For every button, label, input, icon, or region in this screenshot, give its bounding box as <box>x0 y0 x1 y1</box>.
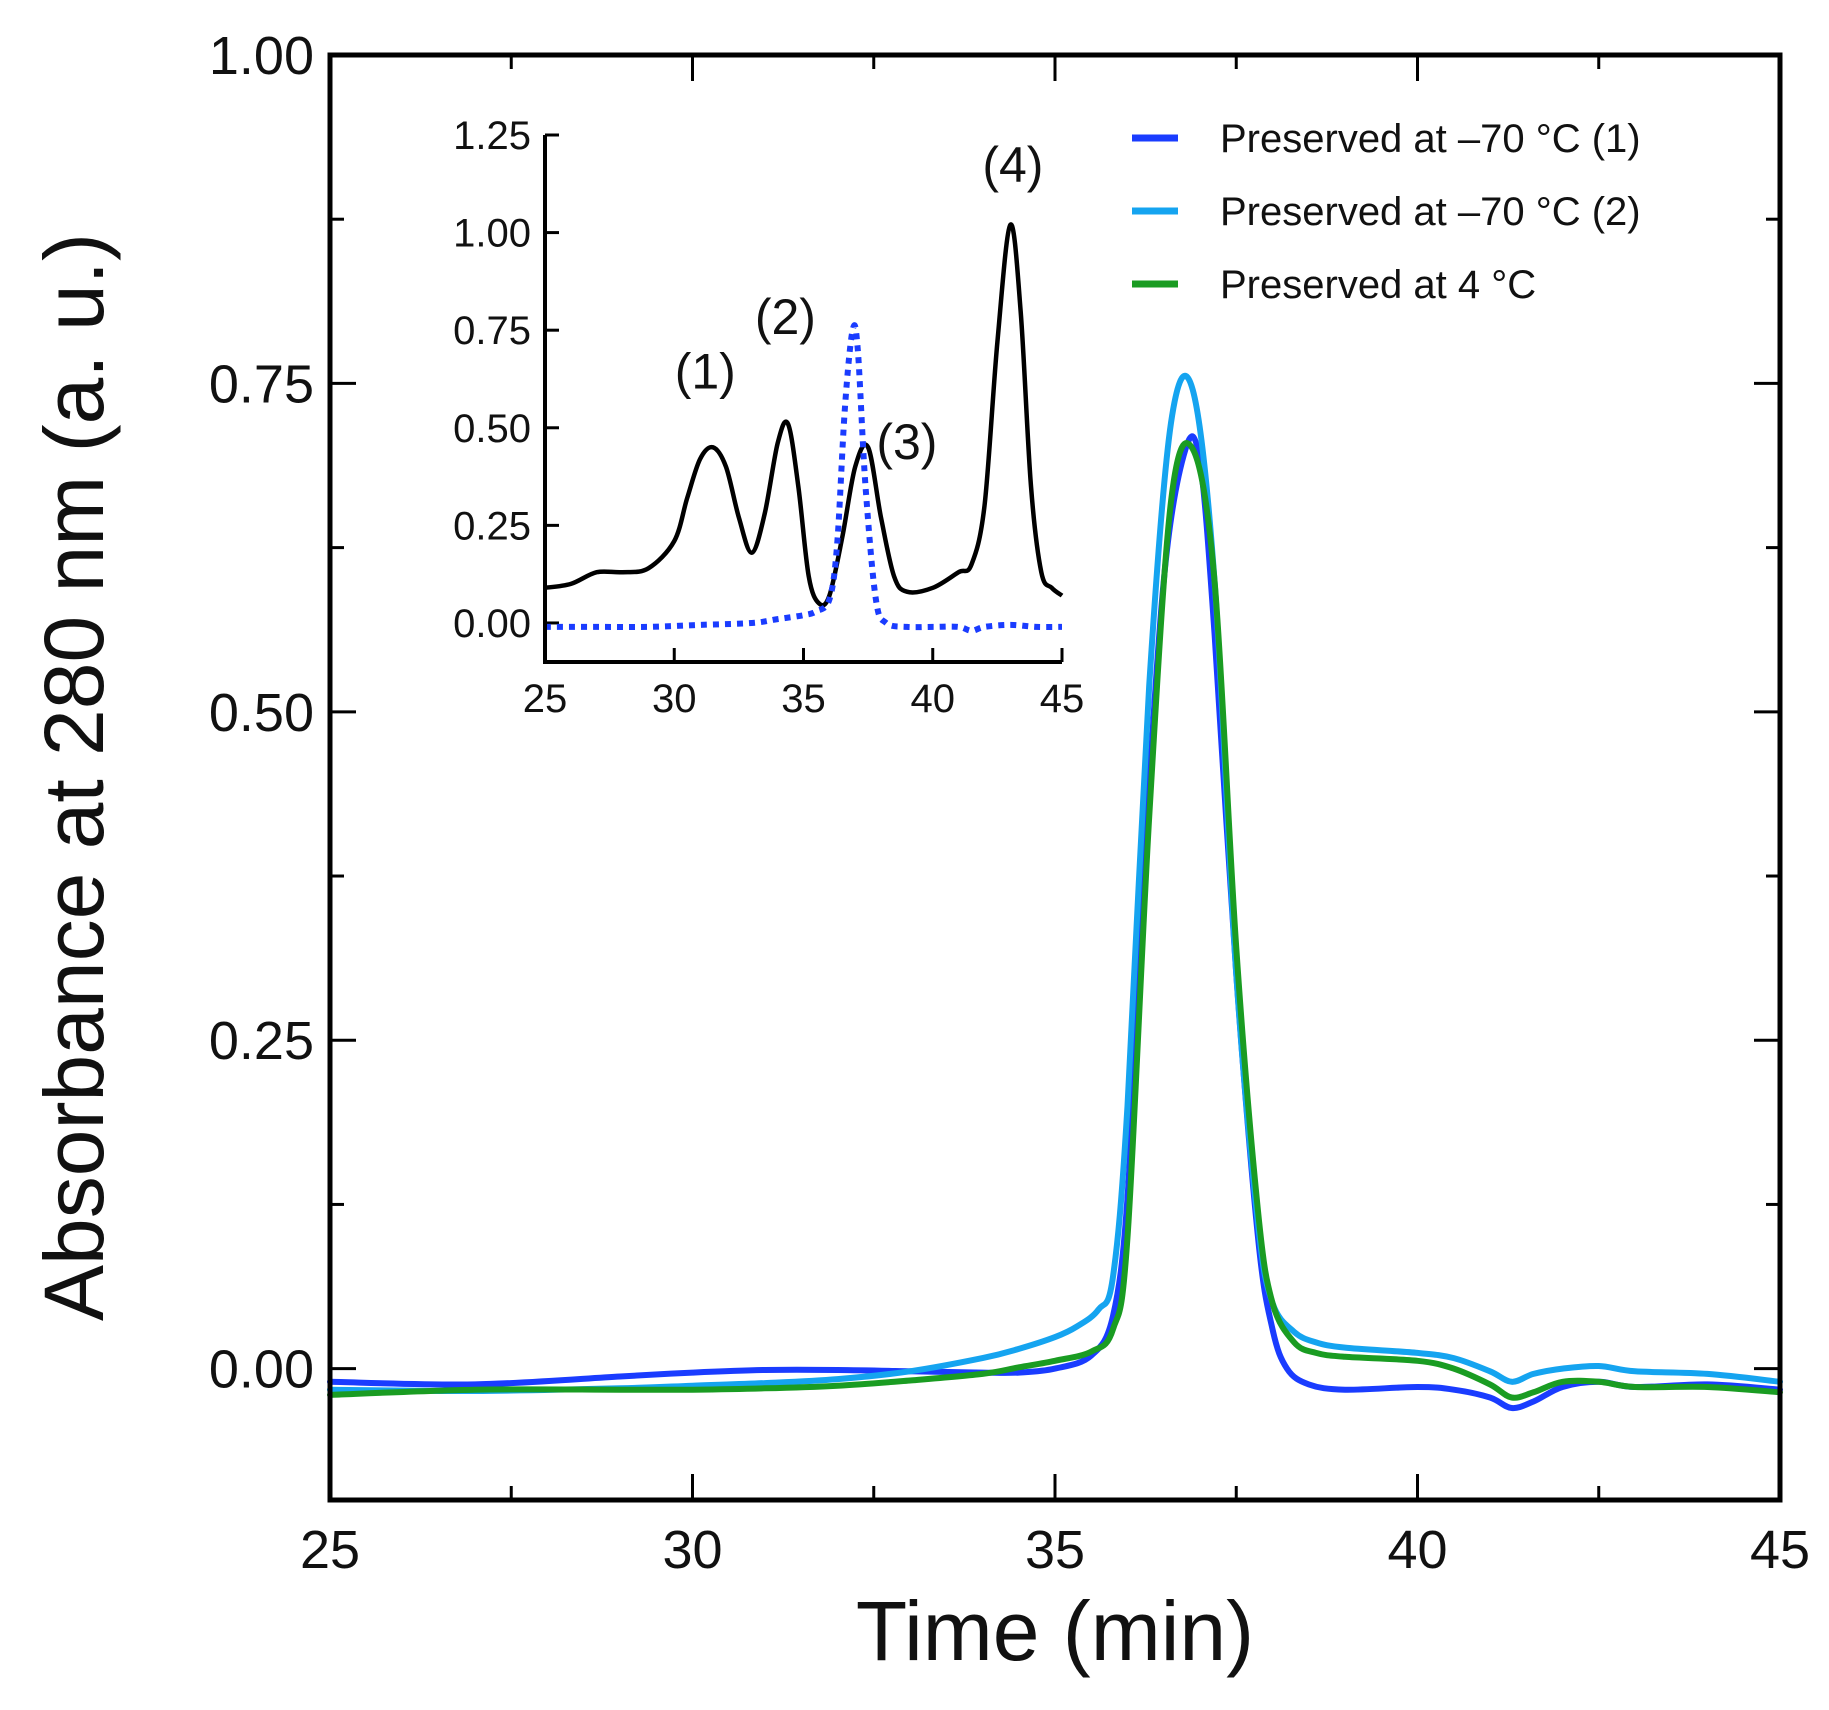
main-y-tick-label: 0.00 <box>209 1340 314 1400</box>
inset-x-tick-label: 45 <box>1040 677 1085 721</box>
inset-y-tick-label: 0.00 <box>453 602 531 646</box>
main-y-tick-label: 0.25 <box>209 1011 314 1071</box>
inset-y-tick-label: 0.25 <box>453 504 531 548</box>
inset-y-tick-label: 1.00 <box>453 212 531 256</box>
main-y-tick-labels: 0.00 0.25 0.50 0.75 1.00 <box>209 26 314 1400</box>
main-y-tick-label: 0.50 <box>209 683 314 743</box>
legend-label-1: Preserved at –70 °C (1) <box>1220 117 1641 161</box>
main-tick-marks <box>328 53 1782 1500</box>
inset-series-line-sample <box>544 322 1063 634</box>
main-y-tick-label: 0.75 <box>209 354 314 414</box>
inset-x-tick-label: 30 <box>652 677 697 721</box>
inset-peak-annotations: (1) (2) (3) (4) <box>675 137 1044 470</box>
legend-label-2: Preserved at –70 °C (2) <box>1220 190 1641 234</box>
inset-y-tick-label: 1.25 <box>453 114 531 158</box>
peak-label-4: (4) <box>982 137 1043 193</box>
main-x-tick-label: 25 <box>300 1520 360 1580</box>
x-axis-title: Time (min) <box>856 1584 1254 1678</box>
legend-label-3: Preserved at 4 °C <box>1220 263 1536 307</box>
main-series-line-3 <box>327 440 1783 1401</box>
inset-x-tick-label: 35 <box>781 677 826 721</box>
inset-y-tick-labels: 0.00 0.25 0.50 0.75 1.00 1.25 <box>453 114 531 646</box>
main-series-line-2 <box>327 373 1783 1395</box>
main-x-tick-label: 45 <box>1750 1520 1810 1580</box>
peak-label-3: (3) <box>876 414 937 470</box>
inset-y-tick-label: 0.50 <box>453 407 531 451</box>
main-x-tick-label: 40 <box>1387 1520 1447 1580</box>
legend: Preserved at –70 °C (1) Preserved at –70 … <box>1132 117 1641 307</box>
main-series-group <box>327 373 1783 1412</box>
peak-label-1: (1) <box>675 344 736 400</box>
inset-y-tick-label: 0.75 <box>453 309 531 353</box>
inset-x-tick-label: 25 <box>523 677 568 721</box>
y-axis-title: Absorbance at 280 nm (a. u.) <box>27 233 121 1321</box>
main-x-tick-label: 30 <box>662 1520 722 1580</box>
main-x-tick-label: 35 <box>1025 1520 1085 1580</box>
main-x-tick-labels: 25 30 35 40 45 <box>300 1520 1810 1580</box>
main-plot-frame <box>327 52 1783 1503</box>
inset-x-tick-label: 40 <box>911 677 956 721</box>
inset-tick-marks <box>543 133 1064 662</box>
main-series-line-1 <box>327 433 1783 1412</box>
inset-x-tick-labels: 25 30 35 40 45 <box>523 677 1085 721</box>
main-y-tick-label: 1.00 <box>209 26 314 86</box>
peak-label-2: (2) <box>755 289 816 345</box>
inset-axes-spines <box>543 135 1062 664</box>
inset-series-group <box>544 222 1064 634</box>
inset-series-line-standards <box>544 222 1064 608</box>
